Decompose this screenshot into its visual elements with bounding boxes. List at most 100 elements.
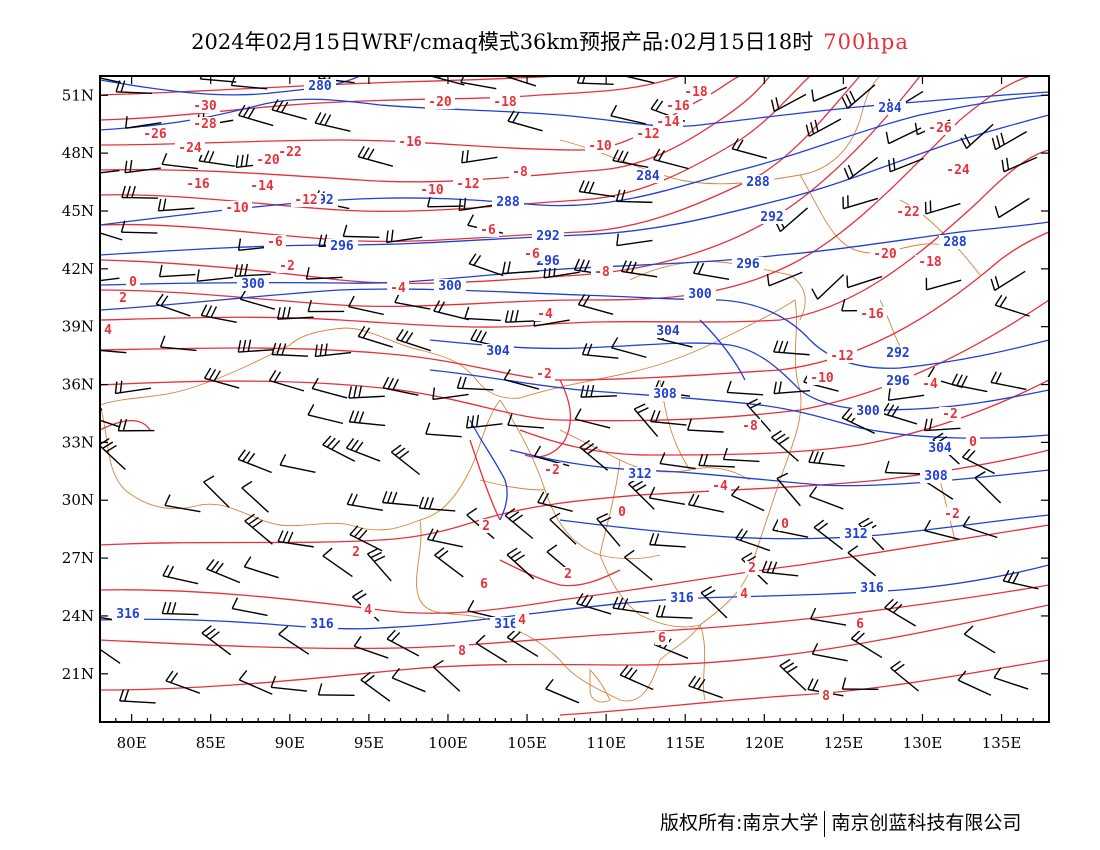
temperature-contour-label: -8 [742,419,758,434]
temperature-contour-label: -26 [143,127,167,142]
wind-barb [322,547,353,578]
wind-barb [382,376,419,396]
temperature-label-bg [453,177,483,191]
wind-barb [847,545,877,577]
height-contour-label: 300 [241,277,265,292]
wind-barb [650,410,687,426]
height-label-bg [624,467,656,481]
wind-barb [349,525,383,552]
title-pressure-level: 700hpa [823,30,909,54]
wind-barb [957,670,992,696]
height-contour-label: 300 [688,287,712,302]
wind-barb [119,689,156,704]
wind-barb [100,616,114,621]
height-contour-label: 316 [310,617,334,632]
wind-barb [234,263,271,277]
temperature-contour-label: -18 [493,95,517,110]
height-contour-label: 284 [878,101,902,116]
height-label-bg [666,591,698,605]
wind-barb [655,605,693,619]
wind-barb [464,306,501,322]
height-contours [100,76,1049,630]
wind-barb [576,593,612,615]
wind-barb [993,667,1029,690]
temperature-label-bg [857,307,887,321]
height-label-bg [939,235,971,249]
height-label-bg [490,617,522,631]
wind-barb [307,404,344,425]
wind-barb [360,671,391,702]
temperature-contour-label: -10 [588,139,612,154]
wind-barb [960,123,994,149]
wind-barb [502,261,539,275]
temperature-label-bg [387,281,409,295]
wind-barb [279,454,316,473]
temperature-contour-label: -12 [636,127,659,142]
temperature-label-bg [655,631,669,645]
wind-barb [610,104,647,125]
wind-barb [381,490,419,507]
wind-barb [348,295,384,316]
temperature-contour-label: -2 [942,407,958,422]
temperature-label-bg [175,141,205,155]
wind-barb [843,156,879,180]
wind-barb [809,607,847,626]
wind-barb [345,437,381,462]
height-contour-label: 316 [494,617,518,632]
wind-barb [887,388,925,401]
wind-barb [687,418,724,433]
temperature-contour-label: 2 [119,291,127,306]
temperature-label-bg [943,163,973,177]
wind-barb [311,377,348,399]
temperature-label-bg [633,127,663,141]
height-contour-label: 292 [760,210,783,225]
height-contour-label: 288 [943,235,967,250]
wind-barb [735,528,771,552]
wind-barb [117,418,155,432]
temperature-label-bg [709,479,731,493]
wind-barb [746,398,772,432]
temperature-contour-label: 6 [658,631,666,646]
temperature-label-bg [653,115,683,129]
wind-barb [164,494,201,513]
temperature-contour-label: -2 [536,367,552,382]
temperature-contour-label: -14 [656,115,680,130]
height-contour-label: 300 [438,279,462,294]
temperature-label-bg [807,371,837,385]
wind-barb [418,496,456,512]
wind-barb [155,293,191,317]
y-tick-label: 42N [62,260,94,278]
wind-barb [688,675,723,699]
wind-barb [888,157,924,173]
temperature-label-bg [222,201,252,215]
wind-barb [314,112,351,132]
height-contour-label: 304 [486,344,510,359]
wind-barb [621,76,655,84]
height-contour-label: 288 [496,195,520,210]
temperature-label-bg [870,247,900,261]
height-label-bg [882,346,914,360]
height-label-bg [649,387,681,401]
temperature-label-bg [919,377,941,391]
temperature-contour-label: 6 [856,617,864,632]
wind-barb [649,533,686,548]
temperature-label-bg [140,127,170,141]
wind-barb [507,110,543,132]
wind-barb [890,660,919,692]
wind-barb [962,447,995,475]
height-label-bg [652,324,684,338]
height-label-bg [326,239,358,253]
temperature-contour-label: 4 [740,587,748,602]
wind-barb [386,629,420,657]
wind-barb [841,677,879,690]
height-label-bg [306,617,338,631]
wind-barb [366,547,392,582]
x-tick-label: 120E [745,734,785,752]
temperature-contour-label: -20 [428,95,452,110]
wind-barb [698,453,735,468]
wind-barb [549,512,577,545]
footer-left: 版权所有:南京大学 [660,812,819,834]
wind-barb [841,84,876,109]
temperature-label-bg [739,419,761,433]
